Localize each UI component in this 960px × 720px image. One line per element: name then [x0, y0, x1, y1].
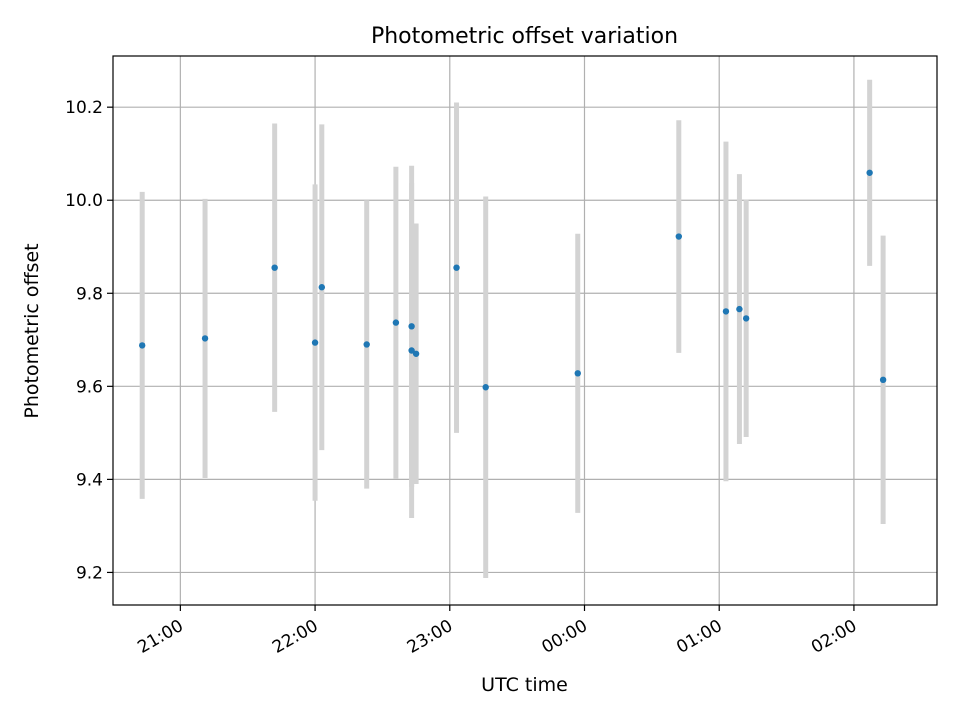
data-point	[722, 308, 730, 315]
data-point	[482, 384, 489, 391]
x-tick-label: 21:00	[134, 616, 186, 658]
data-point	[318, 284, 326, 291]
x-tick-label: 23:00	[404, 616, 456, 658]
data-point	[311, 339, 319, 346]
x-tick-label: 22:00	[269, 616, 321, 658]
data-point	[675, 233, 682, 240]
x-axis: 21:00 22:00 23:00 00:00 01:00 02:00	[134, 605, 860, 658]
y-tick-label: 9.8	[76, 284, 103, 304]
data-point	[408, 347, 415, 354]
data-points	[138, 169, 887, 391]
y-tick-label: 10.2	[65, 98, 103, 118]
error-bars	[139, 79, 886, 579]
plot-frame	[112, 55, 938, 606]
data-point	[736, 305, 743, 313]
data-point	[408, 323, 415, 330]
data-point	[271, 264, 278, 271]
chart-title: Photometric offset variation	[371, 24, 678, 49]
x-tick-label: 01:00	[673, 616, 725, 658]
grid	[113, 56, 937, 605]
x-axis-title: UTC time	[481, 674, 568, 696]
data-point	[879, 376, 887, 384]
data-point	[138, 342, 146, 349]
data-point	[742, 315, 750, 322]
y-axis: 9.2 9.4 9.6 9.8 10.0 10.2	[65, 98, 113, 583]
data-point	[392, 319, 400, 326]
y-tick-label: 10.0	[65, 191, 103, 211]
x-tick-label: 00:00	[539, 616, 591, 658]
data-point	[453, 264, 460, 271]
data-point	[363, 341, 370, 348]
data-point	[866, 169, 873, 176]
data-point	[412, 350, 420, 357]
data-point	[574, 370, 581, 377]
y-tick-label: 9.6	[76, 377, 103, 397]
data-point	[201, 335, 209, 342]
y-tick-label: 9.4	[76, 470, 103, 490]
y-tick-label: 9.2	[76, 563, 103, 583]
x-tick-label: 02:00	[808, 616, 860, 658]
y-axis-title: Photometric offset	[21, 243, 43, 418]
